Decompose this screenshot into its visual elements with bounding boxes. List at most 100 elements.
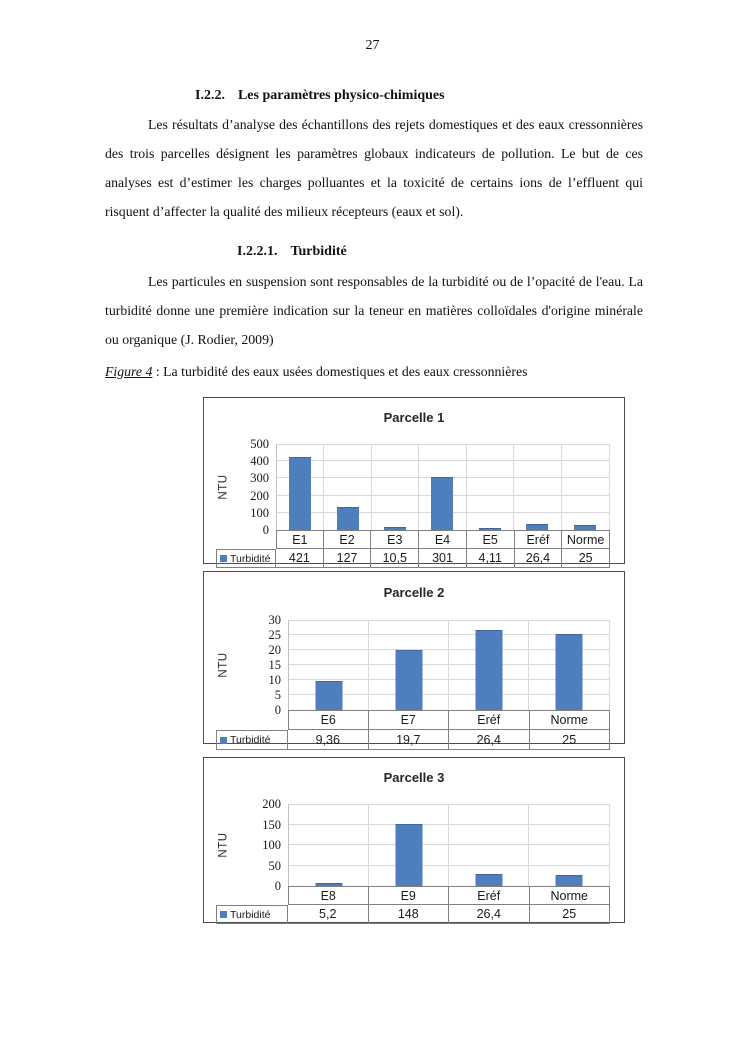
category-header: E1 — [276, 530, 324, 549]
chart-title: Parcelle 2 — [383, 584, 445, 600]
value-cell: 148 — [368, 905, 449, 924]
plot-column — [514, 445, 562, 530]
subsection-title: Turbidité — [290, 244, 347, 259]
legend-cell: Turbidité — [216, 549, 276, 568]
y-tick-label: 400 — [250, 454, 269, 469]
plot-column — [289, 621, 369, 710]
value-cell: 26,4 — [449, 730, 530, 750]
category-header: E8 — [288, 886, 369, 905]
y-tick-label: 200 — [250, 488, 269, 503]
y-axis-ticks: 0 5 10 15 20 25 30 — [232, 613, 288, 717]
gridline — [289, 864, 609, 866]
gridline — [277, 460, 609, 462]
plot-column — [372, 445, 420, 530]
paragraph-turbidity: Les particules en suspension sont respon… — [105, 274, 643, 347]
category-header: E4 — [419, 530, 467, 549]
gridline — [289, 664, 609, 665]
bar — [315, 681, 342, 710]
legend-cell: Turbidité — [216, 905, 288, 924]
y-tick-label: 15 — [268, 658, 282, 672]
y-axis-label: NTU — [216, 444, 232, 530]
value-cell: 301 — [419, 549, 467, 568]
y-axis-ticks: 0 100 200 300 400 500 — [232, 437, 276, 537]
legend-label: Turbidité — [230, 908, 271, 921]
bar — [395, 650, 422, 710]
figure-caption-text: La turbidité des eaux usées domestiques … — [163, 364, 528, 379]
subsection-number: I.2.2.1. — [237, 244, 278, 259]
y-axis-label-text: NTU — [218, 832, 231, 858]
value-cell: 421 — [276, 549, 324, 568]
bar — [315, 883, 342, 886]
figure-caption-separator: : — [152, 364, 164, 379]
y-tick-label: 25 — [268, 628, 282, 642]
value-cell: 25 — [529, 730, 610, 750]
plot-column — [562, 445, 609, 530]
category-header: E7 — [368, 710, 449, 730]
category-header: Norme — [529, 886, 610, 905]
gridline — [289, 679, 609, 680]
section-number: I.2.2. — [195, 88, 225, 103]
value-cell: 5,2 — [288, 905, 369, 924]
y-tick-label: 0 — [274, 879, 281, 893]
bar — [478, 528, 501, 530]
plot-column — [277, 445, 325, 530]
value-cell: 19,7 — [368, 730, 449, 750]
category-header: E5 — [466, 530, 515, 549]
subsection-heading: I.2.2.1. Turbidité — [237, 244, 347, 260]
value-cell: 26,4 — [514, 549, 563, 568]
legend-label: Turbidité — [230, 552, 271, 565]
y-tick-label: 300 — [250, 471, 269, 486]
chart-title: Parcelle 1 — [383, 409, 445, 425]
value-cell: 25 — [529, 905, 610, 924]
chart-grid: NTU 0 100 200 300 400 500 E1 E2 E3 E4 E5 Eréf Norme Tu… — [204, 437, 624, 568]
chart-grid: NTU 0 5 10 15 20 25 30 E6 E7 Eréf Norme Turbidité 9,3… — [204, 613, 624, 750]
y-axis-ticks: 0 50 100 150 200 — [232, 797, 288, 893]
plot-area — [288, 620, 610, 710]
bar — [555, 634, 583, 710]
bar — [555, 875, 583, 886]
bar — [475, 630, 502, 710]
category-header: E9 — [368, 886, 449, 905]
y-tick-label: 30 — [268, 613, 282, 627]
category-header: E3 — [371, 530, 420, 549]
y-tick-label: 100 — [262, 838, 281, 852]
figure-caption: Figure 4 : La turbidité des eaux usées d… — [105, 364, 527, 380]
gridline — [289, 634, 609, 635]
category-header: Eréf — [449, 886, 530, 905]
category-header: Eréf — [514, 530, 563, 549]
bar — [475, 874, 502, 886]
chart-parcelle-1: Parcelle 1 NTU 0 100 200 300 400 500 E1 E2 E3 E4 E5 E… — [203, 397, 625, 568]
legend-swatch-icon — [220, 736, 227, 744]
plot-column — [467, 445, 515, 530]
bar — [384, 527, 407, 530]
y-axis-label-text: NTU — [218, 652, 231, 678]
section-heading: I.2.2. Les paramètres physico-chimiques — [195, 88, 445, 104]
category-header: Norme — [529, 710, 610, 730]
plot-column — [449, 621, 529, 710]
plot-column — [369, 805, 449, 886]
bar — [526, 524, 549, 530]
figure-caption-label: Figure 4 — [105, 364, 153, 379]
plot-area — [276, 444, 610, 530]
category-header: Eréf — [449, 710, 530, 730]
value-cell: 10,5 — [371, 549, 420, 568]
y-tick-label: 5 — [274, 688, 281, 702]
bar — [289, 457, 312, 530]
gridline — [289, 844, 609, 845]
chart-grid: NTU 0 50 100 150 200 E8 E9 Eréf Norme Turbidité 5,2… — [204, 797, 624, 924]
bar — [574, 525, 597, 530]
category-header: Norme — [562, 530, 610, 549]
legend-swatch-icon — [220, 911, 227, 918]
value-cell: 26,4 — [449, 905, 530, 924]
y-tick-label: 150 — [262, 817, 281, 832]
plot-column — [289, 805, 369, 886]
plot-column — [419, 445, 467, 530]
y-tick-label: 200 — [262, 797, 281, 811]
value-cell: 25 — [562, 549, 610, 568]
plot-column — [449, 805, 529, 886]
value-cell: 4,11 — [466, 549, 515, 568]
chart-parcelle-2: Parcelle 2 NTU 0 5 10 15 20 25 30 E6 E7 Eréf Norme Tu… — [203, 571, 625, 750]
y-tick-label: 100 — [250, 505, 269, 520]
bar — [395, 824, 422, 886]
paragraph-intro: Les résultats d’analyse des échantillons… — [105, 117, 643, 219]
